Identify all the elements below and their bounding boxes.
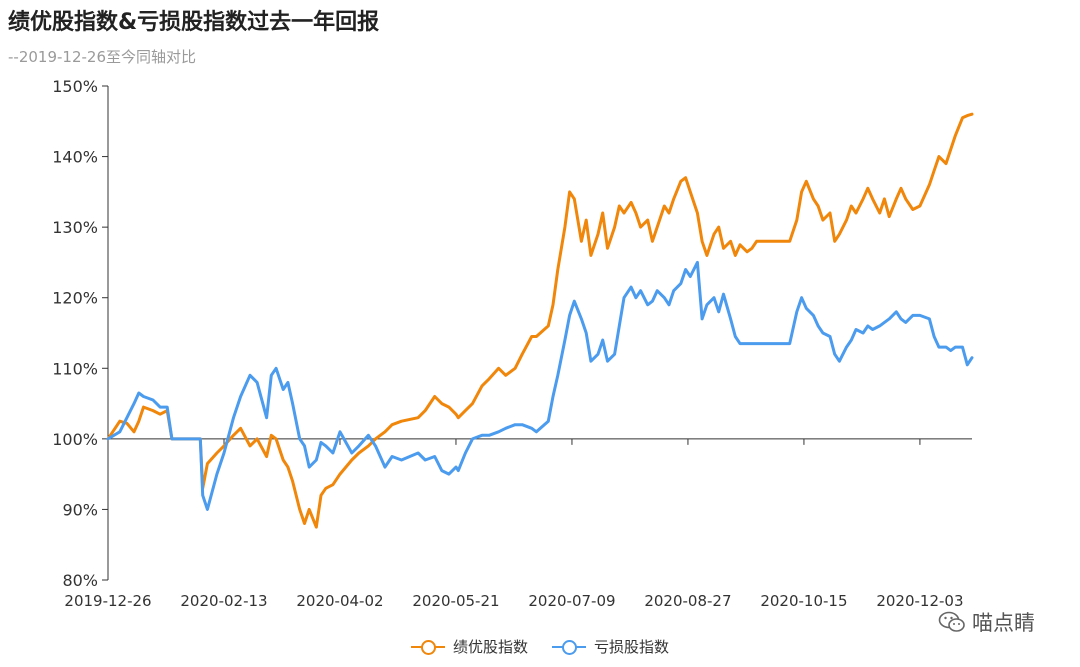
- series-line-1: [106, 112, 974, 529]
- legend-item-series-2[interactable]: 亏损股指数: [552, 636, 669, 657]
- x-tick-label: 2020-05-21: [412, 592, 499, 610]
- y-tick-label: 130%: [52, 218, 98, 237]
- series-lines: [106, 112, 974, 529]
- y-tick-label: 110%: [52, 359, 98, 378]
- y-tick-label: 80%: [62, 571, 98, 590]
- series-line-2: [106, 260, 974, 511]
- x-tick-label: 2020-07-09: [528, 592, 615, 610]
- x-tick-label: 2020-10-15: [760, 592, 847, 610]
- y-tick-label: 120%: [52, 289, 98, 308]
- legend-marker-series-2: [552, 639, 586, 655]
- y-tick-label: 90%: [62, 500, 98, 519]
- y-tick-label: 150%: [52, 77, 98, 96]
- x-tick-label: 2020-08-27: [644, 592, 731, 610]
- chart-subtitle: --2019-12-26至今同轴对比: [8, 48, 196, 66]
- x-tick-label: 2020-04-02: [296, 592, 383, 610]
- y-tick-label: 140%: [52, 148, 98, 167]
- wechat-icon: [938, 610, 966, 634]
- legend-label-series-1: 绩优股指数: [452, 638, 528, 656]
- y-tick-label: 100%: [52, 430, 98, 449]
- x-axis: 2019-12-26 2020-02-13 2020-04-02 2020-05-21…: [64, 438, 972, 610]
- x-tick-label: 2020-12-03: [876, 592, 963, 610]
- legend-label-series-2: 亏损股指数: [594, 638, 670, 656]
- legend-item-series-1[interactable]: 绩优股指数: [410, 636, 528, 657]
- watermark: 喵点睛: [938, 607, 1035, 637]
- chart-title: 绩优股指数&亏损股指数过去一年回报: [8, 10, 380, 35]
- y-axis: 80% 90% 100% 110% 120% 130% 140% 150%: [52, 77, 109, 590]
- x-tick-label: 2019-12-26: [64, 592, 151, 610]
- x-tick-label: 2020-02-13: [180, 592, 267, 610]
- legend-marker-series-1: [410, 639, 445, 655]
- chart-legend: 绩优股指数 亏损股指数: [0, 636, 1080, 657]
- watermark-text: 喵点睛: [972, 611, 1035, 635]
